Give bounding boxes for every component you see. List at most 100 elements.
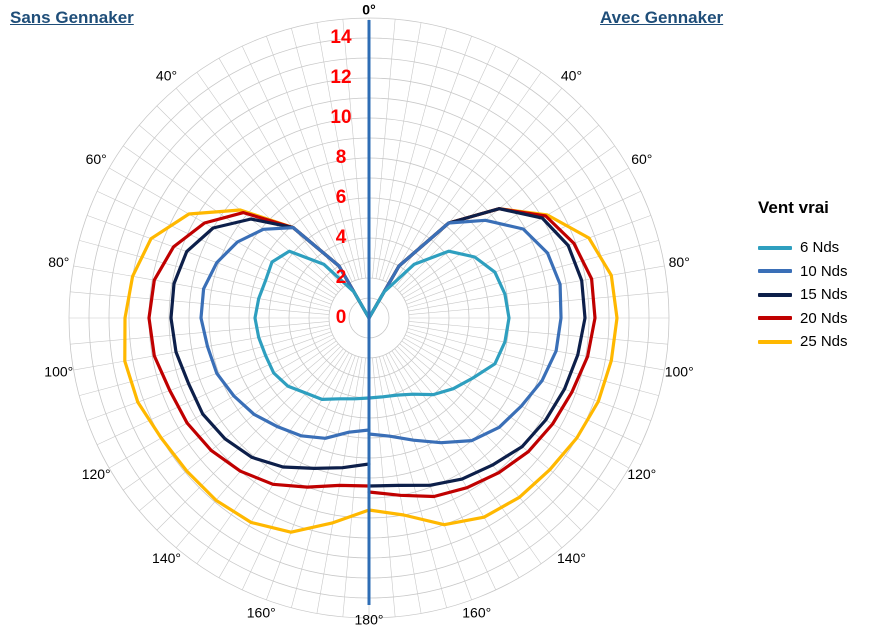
grid-spoke xyxy=(385,45,497,282)
grid-spoke xyxy=(382,355,472,601)
angle-label-right: 40° xyxy=(561,67,582,83)
series-line-right xyxy=(367,249,511,400)
grid-spoke xyxy=(407,328,659,396)
grid-spoke xyxy=(394,87,563,288)
legend-swatch xyxy=(758,292,792,297)
series-line-left xyxy=(253,249,371,401)
grid-spoke xyxy=(342,19,366,279)
grid-spoke xyxy=(266,355,356,601)
grid-spoke xyxy=(406,215,652,305)
grid-spoke xyxy=(379,356,447,608)
radial-tick-label: 10 xyxy=(330,107,351,128)
grid-spoke xyxy=(79,328,331,396)
legend-item: 20 Nds xyxy=(758,307,848,331)
legend-label: 25 Nds xyxy=(800,333,848,351)
angle-label-left: 40° xyxy=(156,67,177,83)
radial-tick-label: 14 xyxy=(330,27,352,48)
grid-spoke xyxy=(156,346,341,531)
angle-label-left: 160° xyxy=(247,605,276,621)
grid-spoke xyxy=(138,343,339,512)
series-line-left xyxy=(169,217,371,470)
grid-spoke xyxy=(266,35,356,281)
grid-spoke xyxy=(196,350,347,564)
radial-tick-label: 6 xyxy=(336,187,347,208)
angle-label-right: 160° xyxy=(462,605,491,621)
grid-spoke xyxy=(123,145,337,296)
angle-label-right: 120° xyxy=(627,466,656,482)
angle-label-right: 80° xyxy=(669,254,690,270)
legend-label: 6 Nds xyxy=(800,239,840,257)
angle-label-right: 100° xyxy=(665,363,694,379)
header-sans-gennaker: Sans Gennaker xyxy=(10,8,134,27)
grid-spoke xyxy=(408,321,668,345)
legend-label: 15 Nds xyxy=(800,286,848,304)
grid-spoke xyxy=(96,190,333,302)
radial-tick-label: 0 xyxy=(336,307,347,328)
grid-spoke xyxy=(241,45,353,282)
radial-tick-label: 2 xyxy=(336,267,347,288)
grid-spoke xyxy=(218,58,350,284)
grid-spoke xyxy=(70,321,330,345)
grid-spoke xyxy=(73,265,330,312)
grid-spoke xyxy=(70,291,330,315)
series-line-left xyxy=(147,211,371,489)
angle-label-left: 140° xyxy=(152,550,181,566)
grid-spoke xyxy=(408,324,665,371)
legend-item: 6 Nds xyxy=(758,236,848,260)
grid-spoke xyxy=(408,265,665,312)
grid-spoke xyxy=(291,28,359,280)
grid-spoke xyxy=(401,340,615,491)
grid-spoke xyxy=(372,357,396,617)
grid-spoke xyxy=(408,291,668,315)
grid-spoke xyxy=(175,87,344,288)
grid-spoke xyxy=(109,337,335,469)
grid-spoke xyxy=(403,337,629,469)
grid-spoke xyxy=(406,331,652,421)
grid-spoke xyxy=(388,58,520,284)
grid-spoke xyxy=(372,19,396,279)
radial-tick-label: 8 xyxy=(336,147,347,168)
legend-swatch xyxy=(758,245,792,250)
legend-title: Vent vrai xyxy=(758,198,829,217)
angle-label-right: 60° xyxy=(631,151,652,167)
grid-spoke xyxy=(379,28,447,280)
angle-label-right: 140° xyxy=(557,550,586,566)
grid-spoke xyxy=(96,334,333,446)
series-line-right xyxy=(367,207,597,499)
grid-spoke xyxy=(86,215,332,305)
grid-spoke xyxy=(175,348,344,549)
grid-spoke xyxy=(403,167,629,299)
angle-label-left: 100° xyxy=(44,363,73,379)
series-layer xyxy=(123,207,619,534)
grid-spoke xyxy=(382,35,472,281)
grid-spoke xyxy=(123,340,337,491)
angle-label-bottom: 180° xyxy=(355,612,384,628)
legend-label: 10 Nds xyxy=(800,262,848,280)
grid-spoke xyxy=(79,240,331,308)
radial-tick-label: 12 xyxy=(330,67,351,88)
grid-spoke xyxy=(109,167,335,299)
legend-item: 15 Nds xyxy=(758,283,848,307)
angle-label-top: 0° xyxy=(362,2,375,18)
legend-item: 25 Nds xyxy=(758,330,848,354)
legend-swatch xyxy=(758,339,792,344)
series-line-right xyxy=(367,218,563,445)
angle-label-left: 120° xyxy=(82,466,111,482)
grid-spoke xyxy=(407,240,659,308)
header-avec-gennaker: Avec Gennaker xyxy=(600,8,724,27)
grid-spoke xyxy=(397,346,582,531)
legend-swatch xyxy=(758,269,792,274)
series-line-right xyxy=(367,207,587,488)
grid-spoke xyxy=(394,348,563,549)
legend-items: 6 Nds 10 Nds 15 Nds 20 Nds 25 Nds xyxy=(758,236,848,354)
legend: Vent vrai 6 Nds 10 Nds 15 Nds 20 Nds 25 Nds xyxy=(758,198,848,354)
legend-swatch xyxy=(758,316,792,321)
angle-label-left: 60° xyxy=(86,151,107,167)
grid-spoke xyxy=(342,357,366,617)
grid-spoke xyxy=(218,352,350,578)
legend-item: 10 Nds xyxy=(758,260,848,284)
grid-spoke xyxy=(375,22,422,279)
grid-spoke xyxy=(401,145,615,296)
